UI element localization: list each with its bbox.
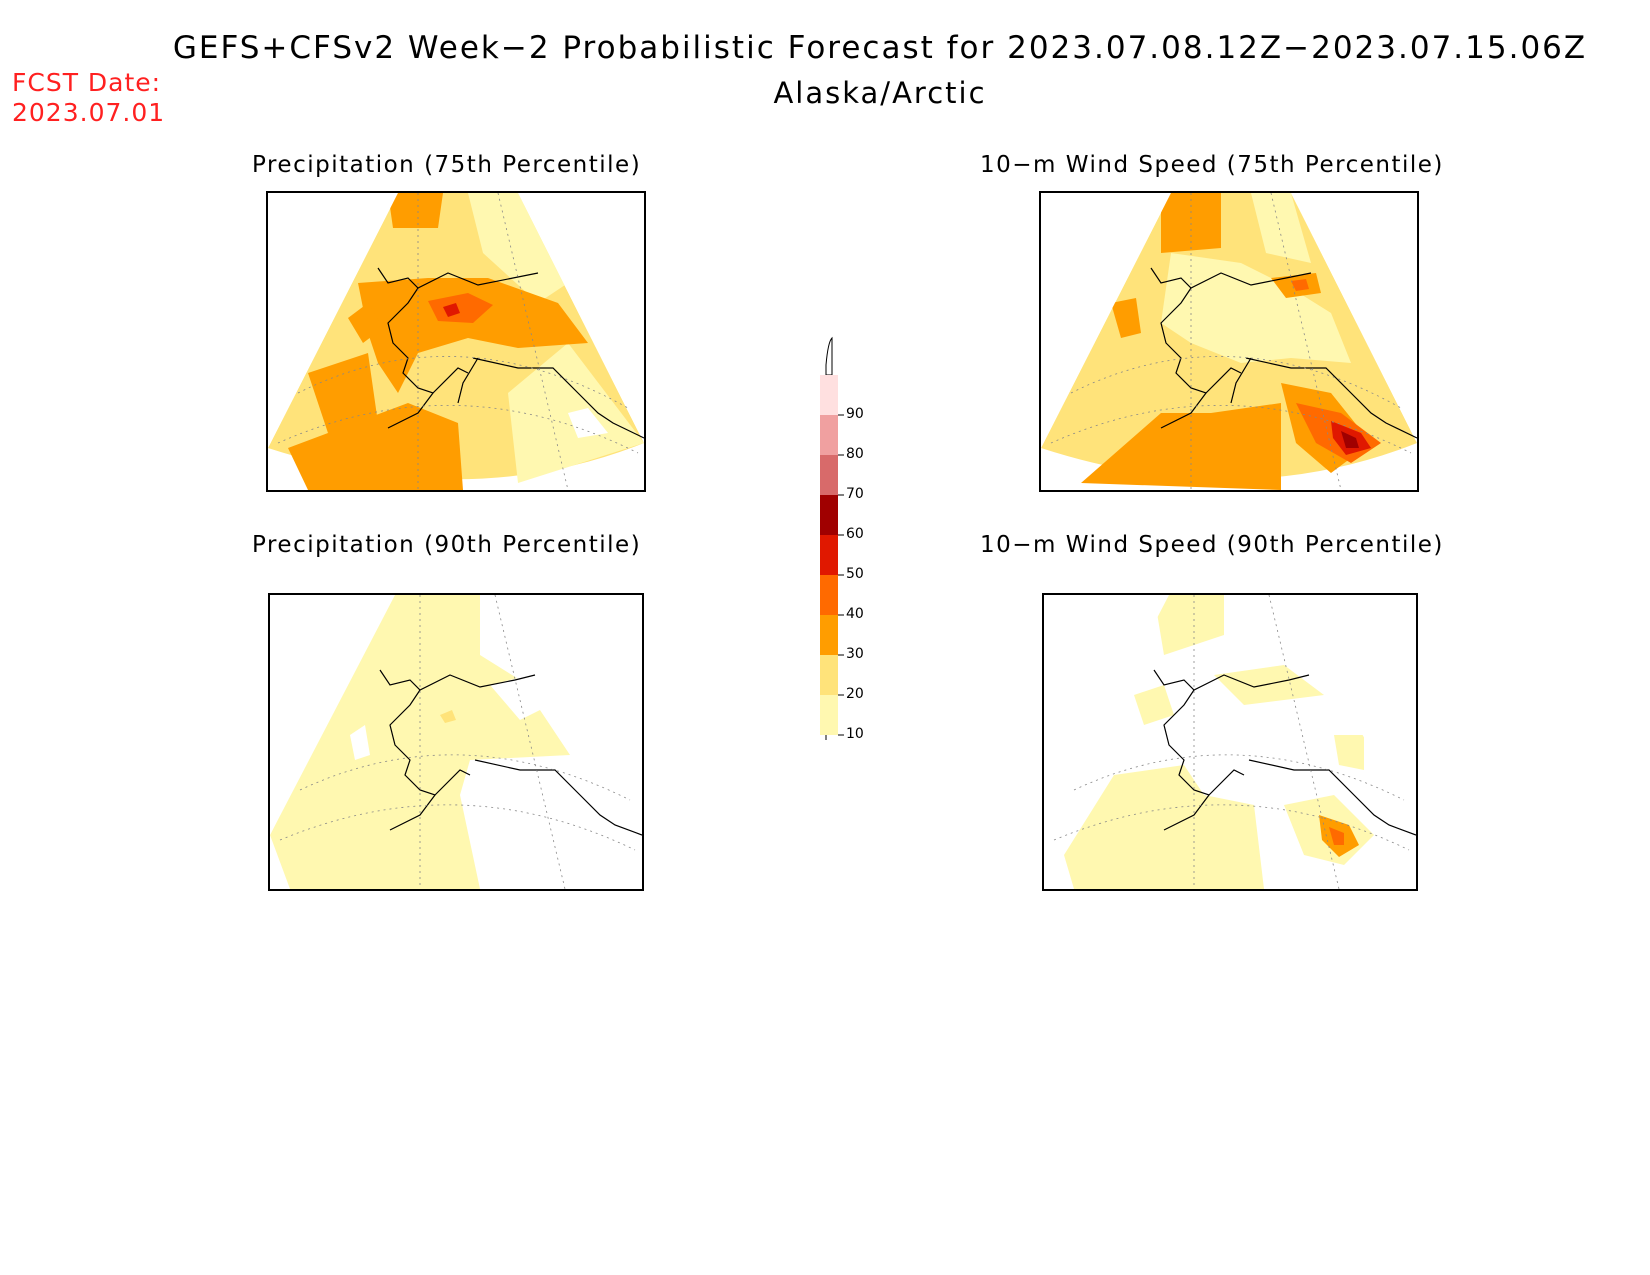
colorbar-bottom-tip — [825, 735, 827, 740]
panel-title-wind90: 10−m Wind Speed (90th Percentile) — [980, 532, 1444, 558]
colorbar-swatch-70 — [820, 455, 838, 495]
colorbar-top-tip — [825, 336, 833, 376]
colorbar-swatch-80 — [820, 415, 838, 455]
panel-title-precip75: Precipitation (75th Percentile) — [252, 152, 642, 178]
colorbar-swatch-20 — [820, 655, 838, 695]
figure-title: GEFS+CFSv2 Week−2 Probabilistic Forecast… — [172, 30, 1588, 66]
colorbar-label-10: 10 — [846, 726, 864, 742]
fcst-date-caption: FCST Date: — [12, 68, 162, 97]
colorbar-swatch-90 — [820, 375, 838, 415]
map-wind-75 — [1039, 191, 1419, 492]
colorbar-swatch-10 — [820, 695, 838, 735]
colorbar-label-50: 50 — [846, 566, 864, 582]
colorbar-label-20: 20 — [846, 686, 864, 702]
colorbar-scale — [820, 336, 844, 740]
region-subtitle: Alaska/Arctic — [773, 76, 987, 110]
forecast-date-label: FCST Date: 2023.07.01 — [12, 68, 165, 128]
map-precip-90 — [268, 593, 644, 891]
colorbar-label-90: 90 — [846, 406, 864, 422]
fcst-date-value: 2023.07.01 — [12, 98, 166, 127]
colorbar-label-70: 70 — [846, 486, 864, 502]
map-wind-90 — [1042, 593, 1418, 891]
colorbar-label-60: 60 — [846, 526, 864, 542]
colorbar-label-40: 40 — [846, 606, 864, 622]
colorbar-label-30: 30 — [846, 646, 864, 662]
map-precip-75 — [266, 191, 646, 492]
colorbar-swatch-30 — [820, 615, 838, 655]
colorbar: 90 80 70 60 50 40 30 20 10 — [820, 330, 880, 742]
panel-title-precip90: Precipitation (90th Percentile) — [252, 532, 642, 558]
colorbar-label-80: 80 — [846, 446, 864, 462]
panel-title-wind75: 10−m Wind Speed (75th Percentile) — [980, 152, 1444, 178]
colorbar-swatch-50 — [820, 535, 838, 575]
colorbar-swatch-60 — [820, 495, 838, 535]
colorbar-swatch-40 — [820, 575, 838, 615]
